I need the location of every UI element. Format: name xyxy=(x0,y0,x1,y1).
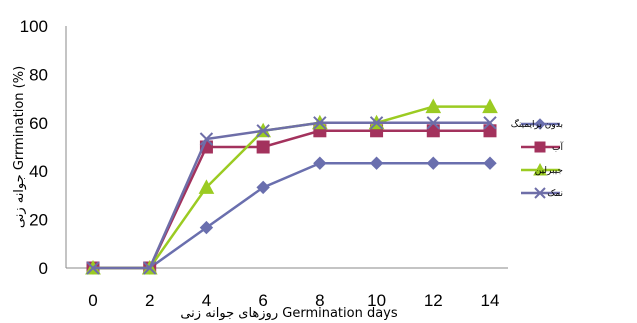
x-tick-label: 6 xyxy=(258,291,267,310)
x-tick-label: 2 xyxy=(145,291,154,310)
data-point xyxy=(256,124,270,138)
series-line xyxy=(93,121,490,270)
legend-label: آب xyxy=(552,141,563,153)
y-tick-label: 80 xyxy=(29,65,48,84)
y-axis-label: جوانه زنی Grrmination (%) xyxy=(12,66,27,228)
series-group xyxy=(85,98,498,275)
legend-marker xyxy=(534,141,546,153)
legend-marker xyxy=(534,118,546,130)
series-2 xyxy=(86,124,497,275)
series-4 xyxy=(86,116,497,275)
legend-item: نمک xyxy=(521,187,563,199)
x-tick-label: 8 xyxy=(315,291,324,310)
series-line xyxy=(93,161,490,270)
data-point xyxy=(483,124,497,138)
data-point xyxy=(425,98,442,114)
x-tick-label: 0 xyxy=(88,291,97,310)
legend-label: بدون پرایمینگ xyxy=(511,118,563,130)
x-tick-label: 12 xyxy=(424,291,443,310)
legend-item: جیبرلین xyxy=(521,162,563,176)
data-point xyxy=(426,124,440,138)
data-point xyxy=(199,220,214,235)
y-ticks: 0 20 40 60 80 100 xyxy=(20,17,48,278)
data-point xyxy=(313,116,327,130)
data-point xyxy=(369,116,384,130)
y-tick-label: 20 xyxy=(29,211,48,230)
data-point xyxy=(199,132,214,146)
data-point xyxy=(313,156,327,170)
data-point xyxy=(198,179,215,194)
series-line xyxy=(93,129,490,270)
legend-label: جیبرلین xyxy=(535,166,563,176)
data-point xyxy=(483,116,497,130)
legend-marker xyxy=(534,187,546,199)
legend-marker xyxy=(533,162,547,176)
x-axis-label: روزهای جوانه زنی Germination days xyxy=(180,306,398,321)
y-tick-label: 40 xyxy=(29,162,48,181)
data-point xyxy=(369,156,384,170)
data-point xyxy=(256,140,270,154)
legend: بدون پرایمینگ آب جیبرلین نمک xyxy=(511,118,564,199)
x-ticks: 0 2 4 6 8 10 12 14 xyxy=(88,291,499,310)
data-point xyxy=(426,116,440,130)
x-tick-label: 14 xyxy=(481,291,500,310)
x-tick-label: 4 xyxy=(202,291,211,310)
y-tick-label: 60 xyxy=(29,114,48,133)
legend-item: آب xyxy=(521,141,563,153)
legend-item: بدون پرایمینگ xyxy=(511,118,563,130)
x-tick-label: 10 xyxy=(367,291,386,310)
data-point xyxy=(86,261,100,275)
y-tick-label: 0 xyxy=(39,259,48,278)
data-point xyxy=(256,180,270,195)
y-tick-label: 100 xyxy=(20,17,48,36)
legend-label: نمک xyxy=(547,189,563,199)
data-point xyxy=(482,98,498,114)
data-point xyxy=(483,156,497,170)
data-point xyxy=(426,156,440,170)
series-1 xyxy=(86,156,497,275)
data-point xyxy=(143,261,157,275)
